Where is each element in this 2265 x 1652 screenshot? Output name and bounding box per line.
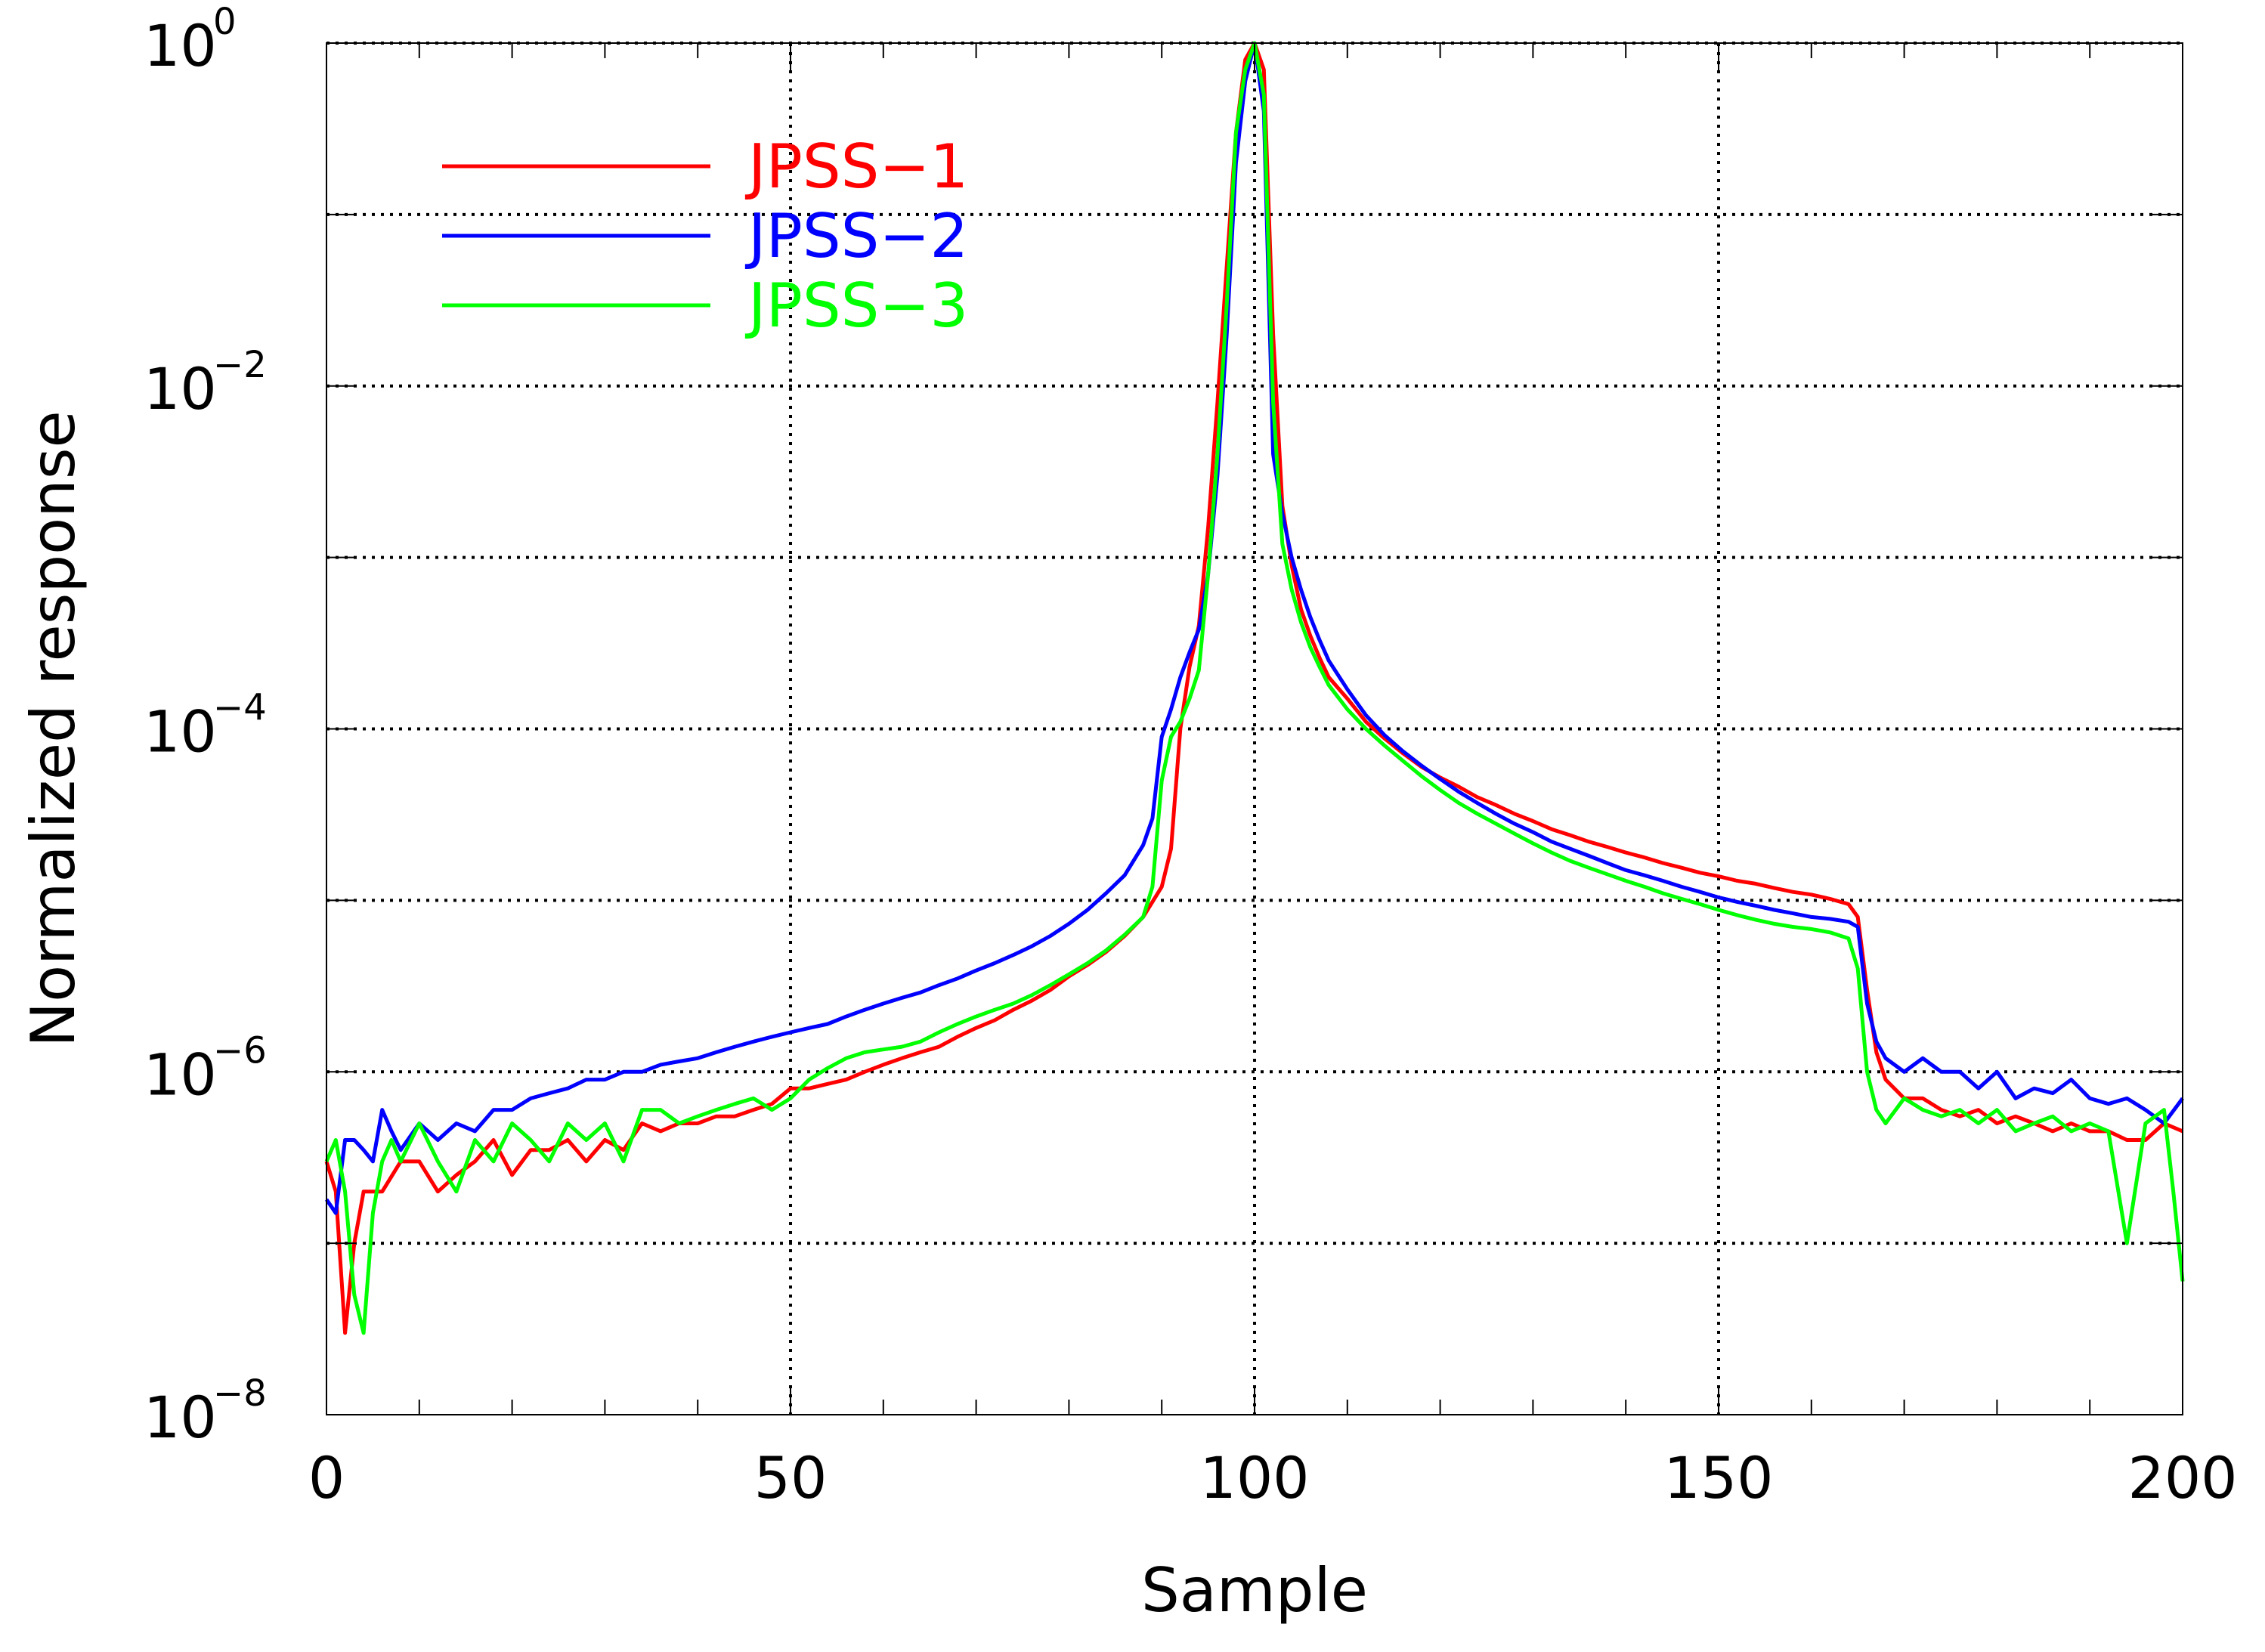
x-tick-label: 200 xyxy=(2127,1444,2237,1511)
legend-label: JPSS−3 xyxy=(744,271,968,341)
y-tick-label-exponent: −6 xyxy=(213,1029,267,1072)
y-axis-title: Normalized response xyxy=(18,410,88,1047)
x-axis-title: Sample xyxy=(1141,1555,1368,1626)
y-tick-label-exponent: 0 xyxy=(213,1,237,43)
y-tick-label-exponent: −8 xyxy=(213,1372,267,1415)
x-tick-label: 50 xyxy=(754,1444,828,1511)
y-tick-label: 10−2 xyxy=(144,344,267,422)
y-tick-label-base: 10 xyxy=(144,12,217,79)
data-series xyxy=(324,41,2185,1335)
y-tick-label-base: 10 xyxy=(144,355,217,422)
y-tick-label-base: 10 xyxy=(144,698,217,766)
y-tick-label-exponent: −2 xyxy=(213,344,267,386)
x-tick-label: 150 xyxy=(1663,1444,1773,1511)
y-tick-label-base: 10 xyxy=(144,1384,217,1451)
y-tick-label: 10−6 xyxy=(144,1029,267,1108)
y-tick-label: 10−4 xyxy=(144,687,267,766)
legend-label: JPSS−2 xyxy=(744,201,968,271)
y-tick-label-base: 10 xyxy=(144,1041,217,1108)
x-tick-label: 100 xyxy=(1199,1444,1309,1511)
legend-label: JPSS−1 xyxy=(744,131,968,202)
x-tick-label: 0 xyxy=(308,1444,345,1511)
y-tick-label: 10−8 xyxy=(144,1372,267,1451)
series-jpss-3-line xyxy=(324,41,2185,1335)
y-tick-label: 100 xyxy=(144,1,237,79)
y-tick-label-exponent: −4 xyxy=(213,687,267,729)
